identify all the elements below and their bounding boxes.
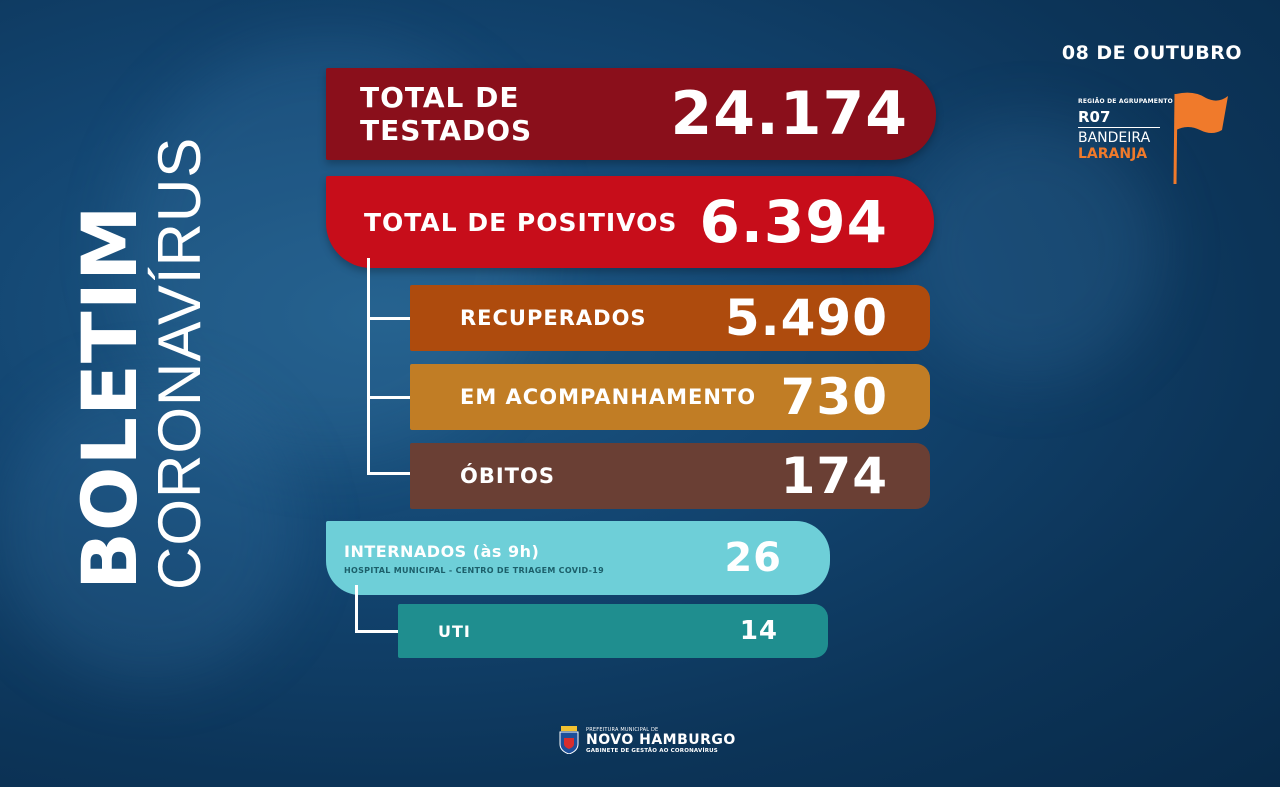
title-coronavirus: CORONAVÍRUS	[146, 136, 213, 590]
flag-badge: REGIÃO DE AGRUPAMENTO R07 BANDEIRA LARAN…	[1078, 92, 1238, 198]
total-positivos-label: TOTAL DE POSITIVOS	[364, 207, 678, 237]
city-crest-icon	[559, 726, 579, 754]
recuperados-label: RECUPERADOS	[460, 306, 647, 330]
total-testados-label: TOTAL DE TESTADOS	[360, 81, 533, 147]
obitos-label: ÓBITOS	[460, 464, 555, 488]
total-testados-bar: TOTAL DE TESTADOS 24.174	[326, 68, 936, 160]
footer-prefeitura: PREFEITURA MUNICIPAL DE	[586, 726, 659, 733]
region-code: R07	[1078, 108, 1160, 128]
internados-label: INTERNADOS (às 9h)	[344, 541, 540, 561]
total-positivos-bar: TOTAL DE POSITIVOS 6.394	[326, 176, 934, 268]
recuperados-bar: RECUPERADOS 5.490	[410, 285, 930, 351]
background-virus-shape	[900, 120, 1160, 380]
bracket-tick	[355, 630, 413, 633]
region-label: REGIÃO DE AGRUPAMENTO	[1078, 98, 1173, 105]
recuperados-value: 5.490	[724, 289, 888, 347]
total-testados-value: 24.174	[670, 79, 908, 149]
uti-value: 14	[739, 616, 778, 646]
flag-line2: LARANJA	[1078, 146, 1148, 162]
total-positivos-value: 6.394	[699, 188, 888, 256]
bracket-tick	[367, 396, 437, 399]
internados-sublabel: HOSPITAL MUNICIPAL - CENTRO DE TRIAGEM C…	[344, 565, 604, 575]
internados-bracket	[355, 585, 358, 632]
internados-bar: INTERNADOS (às 9h) HOSPITAL MUNICIPAL - …	[326, 521, 830, 595]
title-boletim: BOLETIM	[65, 204, 154, 590]
footer-city: NOVO HAMBURGO	[586, 731, 736, 748]
footer-gabinete: GABINETE DE GESTÃO AO CORONAVÍRUS	[586, 747, 718, 754]
flag-line1: BANDEIRA	[1078, 130, 1151, 146]
acompanhamento-value: 730	[780, 368, 888, 426]
background-virus-shape	[0, 380, 300, 680]
uti-label: UTI	[438, 621, 471, 641]
bracket-tick	[367, 317, 437, 320]
internados-value: 26	[724, 535, 782, 581]
flag-icon	[1173, 92, 1228, 185]
side-title: BOLETIM CORONAVÍRUS	[65, 136, 232, 590]
date-label: 08 DE OUTUBRO	[1061, 42, 1242, 64]
positivos-bracket	[367, 258, 370, 474]
obitos-value: 174	[780, 447, 888, 505]
obitos-bar: ÓBITOS 174	[410, 443, 930, 509]
acompanhamento-bar: EM ACOMPANHAMENTO 730	[410, 364, 930, 430]
acompanhamento-label: EM ACOMPANHAMENTO	[460, 385, 757, 409]
bracket-tick	[367, 472, 437, 475]
footer-logo: PREFEITURA MUNICIPAL DE NOVO HAMBURGO GA…	[558, 726, 736, 754]
uti-bar: UTI 14	[398, 604, 828, 658]
